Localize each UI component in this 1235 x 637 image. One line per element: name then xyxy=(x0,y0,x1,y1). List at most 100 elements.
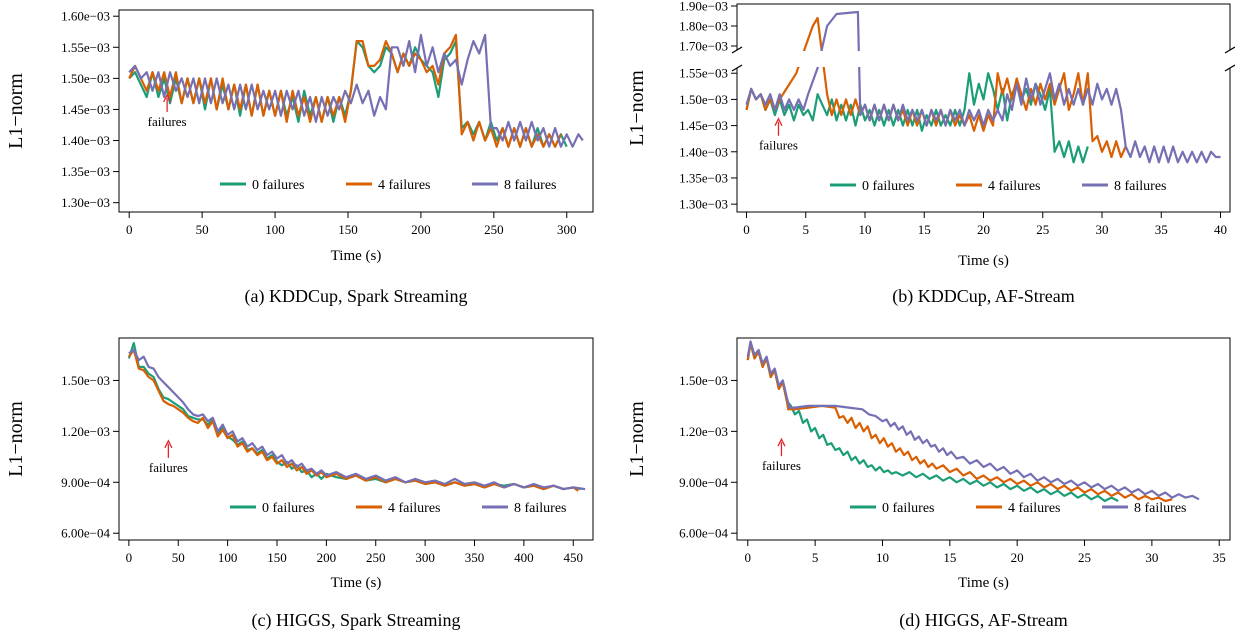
x-tick-label: 5 xyxy=(802,222,809,237)
legend-label: 0 failures xyxy=(882,501,934,516)
series-line-4-failures xyxy=(746,342,1173,503)
axis-break-mark xyxy=(731,46,743,54)
x-tick-label: 25 xyxy=(1036,222,1049,237)
x-tick-label: 25 xyxy=(1078,550,1091,565)
y-tick-label: 9.00e−04 xyxy=(61,475,110,490)
series-group xyxy=(745,10,1221,164)
x-tick-label: 50 xyxy=(172,550,185,565)
y-tick-label: 1.30e−03 xyxy=(61,195,110,210)
axis-break-mark xyxy=(1224,46,1235,54)
failures-arrow-head xyxy=(164,439,173,449)
x-tick-label: 0 xyxy=(743,222,750,237)
failures-arrow-head xyxy=(777,437,786,447)
x-tick-label: 10 xyxy=(876,550,889,565)
chart-panel-2: 0 50 100 150 200 250 300 350 400 450 6.00e−04 9.00e… xyxy=(5,337,594,631)
x-tick-label: 20 xyxy=(1011,550,1024,565)
y-tick-label: 1.50e−03 xyxy=(61,373,110,388)
x-tick-label: 5 xyxy=(812,550,819,565)
x-tick-label: 0 xyxy=(745,550,752,565)
y-tick-label: 1.35e−03 xyxy=(679,170,728,185)
legend: 0 failures 4 failures 8 failures xyxy=(220,178,556,193)
chart-panel-3: 0 5 10 15 20 25 30 35 6.00e−04 9.00e−04 1.20e−03 1.… xyxy=(626,337,1231,631)
series-line-4-failures xyxy=(128,348,579,492)
plot-frame xyxy=(118,9,594,213)
x-tick-label: 35 xyxy=(1213,550,1226,565)
legend-label: 8 failures xyxy=(1134,501,1186,516)
series-line-8-failures xyxy=(128,348,586,491)
y-axis-label: L1−norm xyxy=(626,70,648,146)
chart-panel-1: 0 5 10 15 20 25 30 35 40 1.30e−03 1.35e−03 1.40e−03… xyxy=(626,0,1235,307)
legend-label: 8 failures xyxy=(1114,179,1166,194)
panel-caption: (d) HIGGS, AF-Stream xyxy=(899,610,1068,631)
y-tick-label: 1.80e−03 xyxy=(679,19,728,34)
y-tick-label: 1.45e−03 xyxy=(61,102,110,117)
y-tick-label: 6.00e−04 xyxy=(679,526,728,541)
legend-label: 4 failures xyxy=(378,178,430,193)
x-tick-label: 400 xyxy=(514,550,534,565)
series-line-8-failures xyxy=(745,10,1221,164)
axis-break-mark xyxy=(1224,64,1235,72)
y-tick-label: 1.45e−03 xyxy=(679,118,728,133)
x-tick-label: 200 xyxy=(411,222,431,237)
legend: 0 failures 4 failures 8 failures xyxy=(830,179,1166,194)
series-line-8-failures xyxy=(128,33,584,148)
x-tick-label: 0 xyxy=(126,222,133,237)
x-axis-label: Time (s) xyxy=(958,253,1009,269)
legend-label: 4 failures xyxy=(988,179,1040,194)
failures-annotation: failures xyxy=(149,460,188,475)
legend-label: 8 failures xyxy=(514,501,566,516)
failures-arrow-head xyxy=(163,93,172,103)
legend: 0 failures 4 failures 8 failures xyxy=(230,501,566,516)
x-tick-label: 450 xyxy=(564,550,584,565)
x-tick-label: 150 xyxy=(338,222,358,237)
y-tick-label: 1.40e−03 xyxy=(679,144,728,159)
series-line-4-failures xyxy=(128,33,562,148)
x-tick-label: 100 xyxy=(265,222,285,237)
x-tick-label: 40 xyxy=(1214,222,1227,237)
series-group xyxy=(128,33,584,148)
legend: 0 failures 4 failures 8 failures xyxy=(850,501,1186,516)
legend-label: 0 failures xyxy=(862,179,914,194)
x-tick-label: 15 xyxy=(943,550,956,565)
series-line-0-failures xyxy=(746,342,1119,503)
y-tick-label: 1.70e−03 xyxy=(679,39,728,54)
x-tick-label: 15 xyxy=(918,222,931,237)
x-tick-label: 10 xyxy=(858,222,871,237)
axis-break-mark xyxy=(731,64,743,72)
series-group xyxy=(127,342,586,492)
plot-frame-upper xyxy=(736,3,1231,50)
x-axis-label: Time (s) xyxy=(958,575,1009,591)
x-tick-label: 150 xyxy=(267,550,287,565)
y-tick-label: 1.55e−03 xyxy=(61,40,110,55)
y-tick-label: 1.20e−03 xyxy=(679,424,728,439)
x-tick-label: 250 xyxy=(366,550,386,565)
legend-label: 8 failures xyxy=(504,178,556,193)
chart-panel-0: 0 50 100 150 200 250 300 1.30e−03 1.35e−03 1.40e−… xyxy=(5,9,594,307)
y-tick-label: 6.00e−04 xyxy=(61,526,110,541)
x-tick-label: 30 xyxy=(1145,550,1158,565)
y-axis-label: L1−norm xyxy=(5,73,27,149)
x-tick-label: 35 xyxy=(1155,222,1168,237)
x-tick-label: 300 xyxy=(415,550,435,565)
y-tick-label: 1.30e−03 xyxy=(679,197,728,212)
x-tick-label: 0 xyxy=(126,550,133,565)
y-tick-label: 1.50e−03 xyxy=(679,373,728,388)
axis-break-gap xyxy=(731,51,1235,67)
y-axis-label: L1−norm xyxy=(5,401,27,477)
series-group xyxy=(746,340,1200,503)
plot-frame xyxy=(118,337,594,541)
x-tick-label: 250 xyxy=(484,222,504,237)
x-axis-label: Time (s) xyxy=(331,575,382,591)
failures-annotation: failures xyxy=(148,114,187,129)
y-tick-label: 1.20e−03 xyxy=(61,424,110,439)
x-tick-label: 50 xyxy=(196,222,209,237)
legend-label: 4 failures xyxy=(388,501,440,516)
series-line-0-failures xyxy=(745,72,1089,164)
failures-arrow-head xyxy=(774,117,783,127)
y-tick-label: 1.90e−03 xyxy=(679,0,728,14)
y-tick-label: 1.60e−03 xyxy=(61,9,110,24)
panel-caption: (b) KDDCup, AF-Stream xyxy=(892,286,1075,307)
y-tick-label: 1.55e−03 xyxy=(679,66,728,81)
legend-label: 0 failures xyxy=(252,178,304,193)
